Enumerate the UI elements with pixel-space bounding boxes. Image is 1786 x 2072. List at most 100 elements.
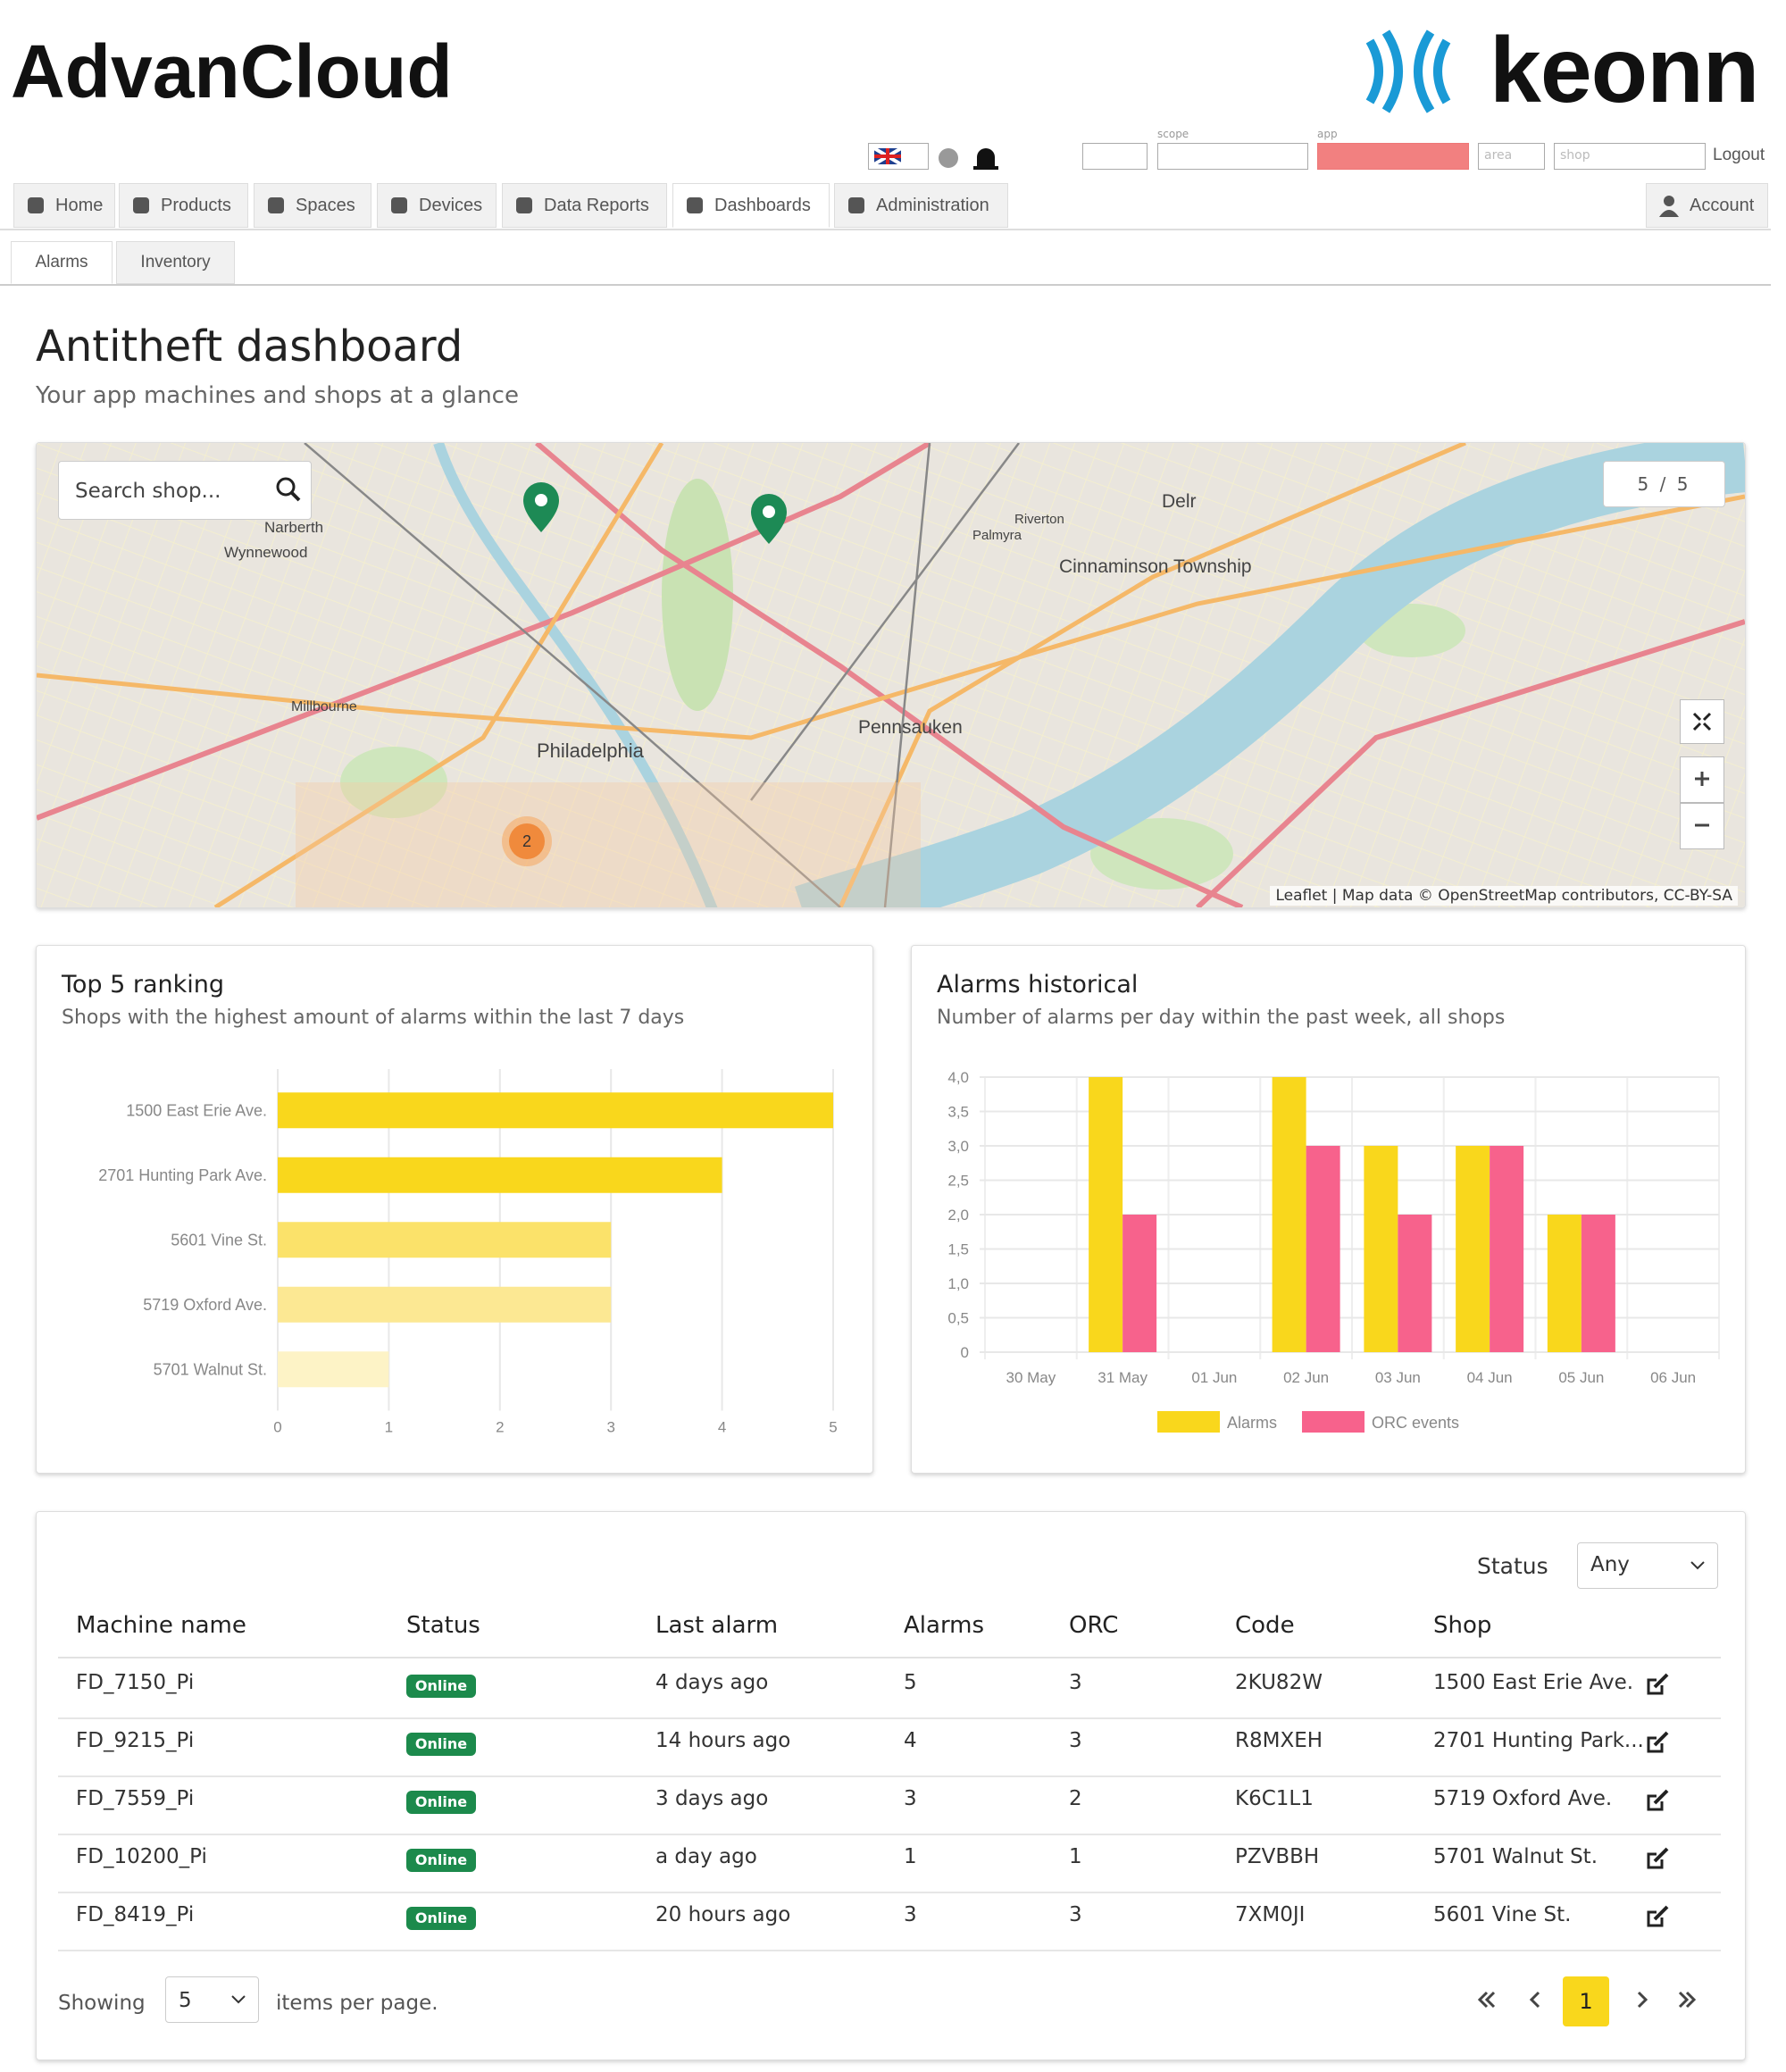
y-tick-label: 2,5 bbox=[947, 1173, 969, 1190]
tab-icon bbox=[130, 195, 152, 216]
handle bbox=[292, 493, 299, 500]
bar bbox=[1456, 1146, 1490, 1352]
button-icon bbox=[1681, 804, 1723, 847]
tab-icon-shape bbox=[268, 197, 284, 213]
map-search[interactable]: Search shop... bbox=[58, 461, 312, 520]
table-cell: FD_7150_Pi bbox=[76, 1671, 194, 1694]
prev-page[interactable] bbox=[1531, 1993, 1539, 2007]
translate-icon[interactable] bbox=[939, 148, 958, 168]
fullscreen-button[interactable] bbox=[1680, 699, 1724, 744]
next-page[interactable] bbox=[1639, 1993, 1646, 2007]
current-page[interactable]: 1 bbox=[1563, 1976, 1609, 2026]
bar bbox=[278, 1222, 611, 1257]
table-cell: 3 bbox=[1069, 1903, 1082, 1926]
park bbox=[662, 479, 733, 711]
column-header: Last alarm bbox=[655, 1612, 778, 1639]
bar bbox=[1490, 1146, 1523, 1352]
edit-button[interactable] bbox=[1644, 1903, 1671, 1930]
first-page[interactable] bbox=[1480, 1993, 1494, 2007]
column-header: Machine name bbox=[76, 1612, 246, 1639]
nav-tab[interactable]: Products bbox=[119, 183, 248, 228]
brand: AdvanCloud bbox=[11, 34, 453, 109]
legend-swatch bbox=[1302, 1411, 1365, 1433]
subtab-active[interactable]: Alarms bbox=[11, 241, 113, 284]
zoom-out-button[interactable] bbox=[1680, 803, 1724, 849]
button-icon bbox=[1681, 700, 1723, 743]
y-tick-label: 5601 Vine St. bbox=[171, 1231, 267, 1249]
status-badge: Online bbox=[406, 1733, 476, 1756]
shop-counter: 5 / 5 bbox=[1603, 461, 1725, 507]
last-page[interactable] bbox=[1680, 1993, 1694, 2007]
tab-label: Spaces bbox=[296, 196, 355, 216]
column-header: Status bbox=[406, 1612, 480, 1639]
nav-tab[interactable]: Devices bbox=[377, 183, 497, 228]
x-tick-label: 0 bbox=[273, 1419, 281, 1436]
column-header: Shop bbox=[1433, 1612, 1491, 1639]
edit-button[interactable] bbox=[1644, 1787, 1671, 1814]
logout[interactable]: Logout bbox=[1713, 146, 1765, 165]
y-tick-label: 2701 Hunting Park Ave. bbox=[98, 1166, 267, 1184]
place-label: Palmyra bbox=[972, 528, 1022, 543]
zoom-in-button[interactable] bbox=[1680, 756, 1724, 803]
column-header: Code bbox=[1235, 1612, 1295, 1639]
account-tab[interactable]: Account bbox=[1646, 183, 1768, 228]
map[interactable]: NarberthWynnewoodMillbournePhiladelphiaP… bbox=[36, 442, 1746, 908]
icon-head bbox=[1664, 196, 1674, 206]
y-tick-label: 3,0 bbox=[947, 1138, 969, 1155]
y-tick-label: 0,5 bbox=[947, 1310, 969, 1327]
nav-tab[interactable]: Home bbox=[13, 183, 115, 228]
collapse bbox=[1694, 714, 1710, 730]
area-select[interactable]: area bbox=[1478, 143, 1545, 170]
nav-tab-active[interactable]: Dashboards bbox=[672, 183, 830, 228]
subtab-rule bbox=[0, 284, 1771, 286]
place-label: Delr bbox=[1162, 491, 1197, 512]
nav-rule bbox=[0, 229, 1771, 230]
filter-value: Any bbox=[1590, 1553, 1630, 1576]
status-badge: Online bbox=[406, 1907, 476, 1930]
tab-label: Administration bbox=[876, 196, 989, 216]
edit-button[interactable] bbox=[1644, 1671, 1671, 1698]
bar bbox=[1123, 1215, 1156, 1352]
selector-label: app bbox=[1317, 128, 1338, 140]
logo-icon bbox=[1357, 25, 1473, 118]
edit-button[interactable] bbox=[1644, 1729, 1671, 1756]
edit-pen bbox=[1655, 1849, 1667, 1861]
app-select[interactable] bbox=[1317, 143, 1469, 170]
scope-select[interactable] bbox=[1157, 143, 1308, 170]
account-label: Account bbox=[1690, 196, 1754, 216]
lens bbox=[278, 479, 294, 495]
logo-text: keonn bbox=[1490, 20, 1758, 121]
select-blank[interactable] bbox=[1082, 143, 1148, 170]
nav-tab[interactable]: Administration bbox=[834, 183, 1008, 228]
tab-label: Data Reports bbox=[544, 196, 649, 216]
table-cell: 3 bbox=[1069, 1729, 1082, 1752]
subtab[interactable]: Inventory bbox=[116, 241, 235, 284]
table-cell: FD_8419_Pi bbox=[76, 1903, 194, 1926]
nav-tab[interactable]: Spaces bbox=[254, 183, 371, 228]
siren-icon[interactable] bbox=[973, 148, 998, 170]
status-filter[interactable]: Any bbox=[1577, 1542, 1718, 1589]
page-size-select[interactable]: 5 bbox=[165, 1976, 259, 2023]
nav-tab[interactable]: Data Reports bbox=[502, 183, 667, 228]
edit-button[interactable] bbox=[1644, 1845, 1671, 1872]
table-cell: K6C1L1 bbox=[1235, 1787, 1314, 1810]
bar bbox=[1398, 1215, 1431, 1352]
table-cell: 5601 Vine St. bbox=[1433, 1903, 1571, 1926]
row-rule bbox=[58, 1892, 1721, 1893]
y-tick-label: 4,0 bbox=[947, 1069, 969, 1086]
row-rule bbox=[58, 1950, 1721, 1951]
language-select[interactable] bbox=[868, 143, 929, 170]
y-tick-label: 3,5 bbox=[947, 1104, 969, 1121]
table-cell: FD_7559_Pi bbox=[76, 1787, 194, 1810]
chevron bbox=[1690, 1561, 1705, 1570]
page-title: Antitheft dashboard bbox=[36, 322, 463, 372]
marker-dot bbox=[535, 494, 547, 506]
legend-label: Alarms bbox=[1227, 1414, 1277, 1432]
shop-select[interactable]: shop bbox=[1554, 143, 1706, 170]
search-placeholder: Search shop... bbox=[75, 480, 221, 503]
legend-label: ORC events bbox=[1372, 1414, 1459, 1432]
table-cell: a day ago bbox=[655, 1845, 757, 1868]
x-tick-label: 04 Jun bbox=[1467, 1369, 1513, 1386]
table-cell: 3 days ago bbox=[655, 1787, 768, 1810]
